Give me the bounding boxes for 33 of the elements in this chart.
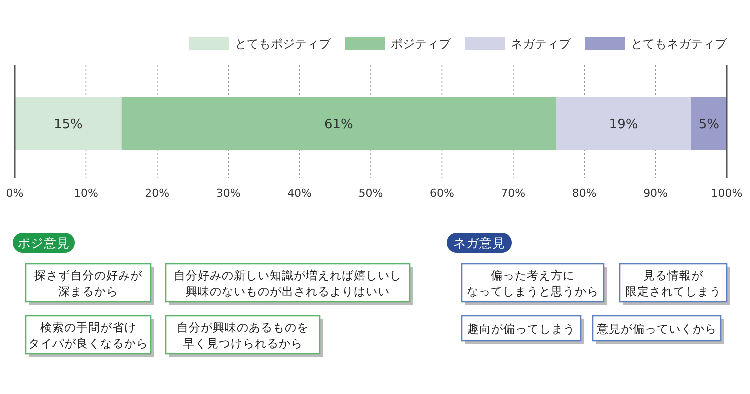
bar (122, 97, 556, 150)
x-tick-label: 70% (501, 187, 526, 200)
bar (15, 97, 122, 150)
text: 偏った考え方になってしまうと思うから (467, 268, 599, 298)
legend-label: とてもネガティブ (631, 37, 728, 51)
legend-label: ネガティブ (511, 37, 572, 51)
data-label: 19% (609, 118, 638, 132)
data-label: 61% (324, 118, 354, 132)
data-label: 5% (698, 118, 720, 132)
x-tick-label: 80% (572, 187, 597, 200)
bar (691, 97, 727, 150)
legend-label: とてもポジティブ (235, 37, 332, 51)
text: 自分が興味のあるものを早く見つけられるから (177, 320, 309, 350)
x-tick-label: 10% (74, 187, 98, 200)
text: 自分好みの新しい知識が増えれば嬉しいし興味のないものが出されるよりはいい (174, 268, 402, 298)
x-tick-label: 30% (216, 187, 241, 200)
x-tick-label: 100% (711, 187, 743, 200)
x-tick-label: 0% (6, 187, 24, 200)
text: 意見が偏っていくから (596, 322, 717, 336)
text: 検索の手間が省けタイパが良くなるから (28, 320, 148, 350)
text: ポジ意見 (18, 236, 70, 250)
text: 趣向が偏ってしまう (468, 322, 576, 336)
text: 見る情報が限定されてしまう (626, 268, 722, 298)
legend-label: ポジティブ (391, 37, 452, 51)
data-label: 15% (54, 118, 83, 132)
bar (556, 97, 692, 150)
text: 探さず自分の好みが深まるから (34, 268, 144, 298)
x-tick-label: 50% (358, 187, 384, 200)
x-tick-label: 60% (430, 187, 454, 200)
x-tick-label: 90% (644, 187, 668, 200)
text: ネガ意見 (454, 236, 506, 250)
x-tick-label: 20% (145, 187, 170, 200)
x-tick-label: 40% (288, 187, 312, 200)
